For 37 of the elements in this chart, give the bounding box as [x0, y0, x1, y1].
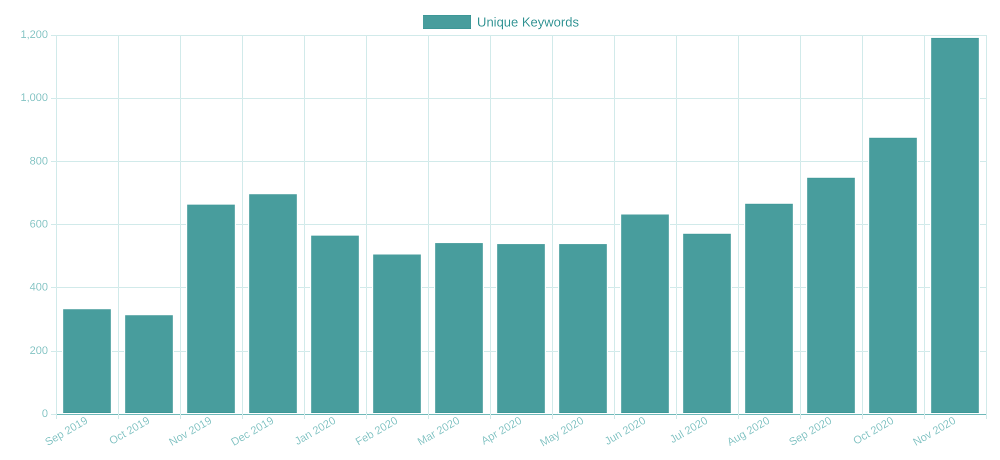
- bar: [558, 243, 608, 414]
- x-tick-label: Jul 2020: [668, 414, 710, 446]
- x-tick-label: Dec 2019: [229, 414, 276, 449]
- x-tick-label: Aug 2020: [725, 414, 772, 449]
- bar: [930, 36, 980, 414]
- y-tick-label: 1,000: [20, 92, 48, 104]
- bar: [744, 202, 794, 414]
- x-tick-label: Nov 2020: [911, 414, 958, 449]
- bar: [62, 308, 112, 414]
- bar: [496, 243, 546, 414]
- bar: [310, 234, 360, 414]
- bar: [868, 136, 918, 414]
- y-tick-label: 600: [30, 218, 48, 230]
- bar: [434, 242, 484, 414]
- bar: [124, 314, 174, 414]
- x-tick-label: Jun 2020: [602, 414, 648, 448]
- bar: [372, 254, 422, 414]
- bar: [682, 232, 732, 414]
- y-tick-label: 1,200: [20, 29, 48, 41]
- bar: [620, 213, 670, 414]
- legend-label: Unique Keywords: [477, 14, 580, 30]
- x-tick-label: Jan 2020: [292, 414, 338, 448]
- x-tick-label: Oct 2019: [107, 414, 152, 448]
- y-tick-label: 200: [30, 344, 48, 357]
- x-tick-label: Oct 2020: [851, 414, 896, 448]
- bar: [806, 176, 856, 414]
- x-tick-label: May 2020: [538, 414, 586, 450]
- bar: [186, 204, 236, 414]
- y-tick-label: 800: [30, 155, 48, 168]
- bar: [248, 193, 298, 414]
- x-tick-label: Apr 2020: [479, 414, 524, 448]
- x-tick-label: Sep 2020: [787, 414, 834, 449]
- y-tick-label: 0: [42, 408, 48, 420]
- x-tick-label: Feb 2020: [354, 414, 400, 448]
- x-tick-label: Mar 2020: [416, 414, 462, 448]
- x-tick-label: Nov 2019: [167, 414, 214, 449]
- y-tick-label: 400: [30, 282, 48, 294]
